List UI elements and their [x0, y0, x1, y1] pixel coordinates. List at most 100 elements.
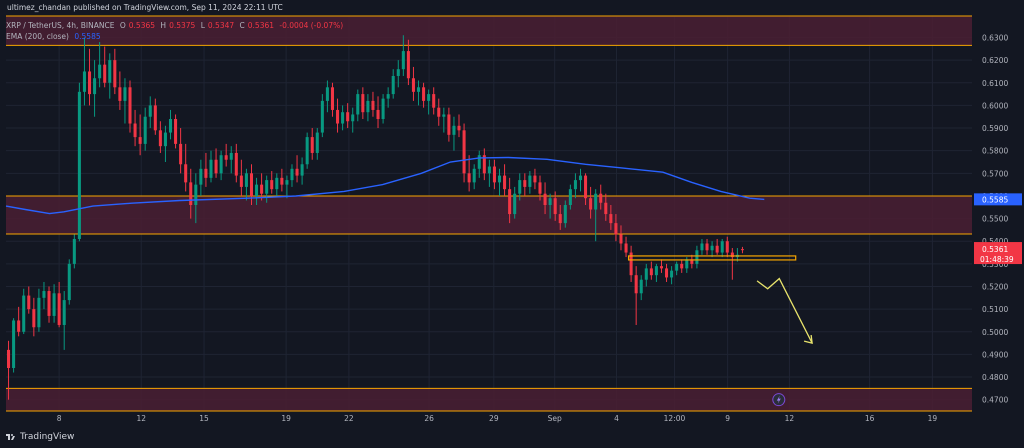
- x-tick-label: 19: [281, 414, 291, 423]
- y-tick-label: 0.5400: [982, 237, 1008, 246]
- candle-body: [452, 125, 456, 135]
- candle-body: [325, 87, 329, 101]
- candle-body: [72, 238, 76, 264]
- candle-body: [462, 130, 466, 174]
- candle-body: [98, 64, 102, 79]
- candle-body: [705, 243, 709, 251]
- candle-body: [477, 155, 481, 169]
- candle-body: [17, 320, 21, 332]
- close-label: C: [239, 21, 245, 30]
- candle-body: [700, 243, 704, 251]
- candle-body: [153, 105, 157, 131]
- candle-body: [386, 94, 390, 99]
- candle-body: [219, 155, 223, 174]
- candle-body: [416, 87, 421, 92]
- candle-body: [553, 198, 557, 215]
- candle-body: [315, 132, 319, 153]
- y-axis-background: [972, 0, 1024, 428]
- candle-body: [82, 71, 86, 92]
- candle-body: [396, 69, 400, 76]
- candle-body: [163, 132, 167, 147]
- candle-body: [482, 155, 486, 174]
- candle-body: [239, 175, 243, 187]
- x-tick-label: 4: [614, 414, 619, 423]
- y-tick-label: 0.5800: [982, 147, 1008, 156]
- candle-body: [639, 279, 643, 294]
- candle-body: [260, 184, 264, 194]
- candle-body: [710, 245, 714, 251]
- candle-body: [285, 180, 289, 185]
- candle-body: [609, 214, 613, 224]
- candle-body: [497, 175, 502, 183]
- candle-body: [680, 263, 684, 269]
- candle-body: [568, 189, 572, 206]
- candle-body: [295, 168, 299, 176]
- candle-body: [634, 275, 638, 294]
- footer-bar: TradingView: [0, 428, 1024, 448]
- candle-body: [427, 94, 431, 101]
- candle-body: [654, 266, 658, 276]
- x-tick-label: Sep: [548, 414, 562, 423]
- y-tick-label: 0.4800: [982, 373, 1008, 382]
- tradingview-logo-icon: [6, 434, 15, 440]
- candle-body: [644, 268, 648, 280]
- candle-body: [224, 155, 228, 160]
- y-tick-label: 0.5700: [982, 169, 1008, 178]
- candle-body: [77, 91, 81, 239]
- candle-body: [599, 193, 603, 203]
- candle-body: [665, 268, 669, 278]
- candle-body: [229, 152, 233, 160]
- high-label: H: [160, 21, 167, 30]
- ohlc-legend: XRP / TetherUS, 4h, BINANCE O 0.5365 H 0.5…: [6, 21, 346, 30]
- x-tick-label: 9: [725, 414, 730, 423]
- candle-body: [330, 87, 334, 110]
- y-tick-label: 0.6200: [982, 56, 1008, 65]
- candle-body: [300, 164, 304, 176]
- projection-arrow: [756, 277, 813, 344]
- candle-body: [32, 309, 36, 328]
- candle-body: [432, 94, 436, 108]
- candle-body: [103, 64, 107, 83]
- candle-body: [158, 130, 162, 147]
- change-value: -0.0004 (-0.07%): [279, 21, 344, 30]
- candle-body: [518, 180, 522, 194]
- publisher-credit: ultimez_chandan published on TradingView…: [7, 3, 283, 12]
- candle-body: [234, 152, 238, 176]
- candle-body: [720, 241, 724, 253]
- tradingview-logo[interactable]: TradingView: [6, 432, 74, 442]
- candle-body: [148, 105, 152, 117]
- close-value: 0.5361: [247, 21, 275, 30]
- y-tick-label: 0.5200: [982, 283, 1008, 292]
- ema-legend: EMA (200, close) 0.5585: [6, 32, 104, 41]
- candle-body: [133, 123, 137, 138]
- candle-body: [179, 143, 183, 165]
- x-tick-label: 12: [785, 414, 795, 423]
- lightning-icon: [776, 395, 781, 404]
- x-axis: 8 12 15 19 22 26 29 Sep 4 12:00 9 12 16 19: [57, 414, 938, 423]
- symbol-label: XRP / TetherUS, 4h, BINANCE: [6, 21, 115, 30]
- y-tick-label: 0.4700: [982, 396, 1008, 405]
- candle-body: [578, 175, 583, 181]
- candle-body: [543, 193, 547, 206]
- candle-body: [118, 87, 122, 101]
- candle-body: [725, 241, 729, 253]
- candle-body: [371, 100, 375, 110]
- candle-body: [604, 202, 608, 215]
- candle-body: [406, 51, 410, 79]
- candle-body: [492, 166, 496, 183]
- candle-body: [62, 300, 66, 325]
- candle-body: [533, 175, 537, 183]
- candle-body: [558, 214, 562, 224]
- candle-body: [310, 137, 314, 153]
- y-tick-label: 0.4900: [982, 350, 1008, 359]
- x-tick-label: 16: [865, 414, 875, 423]
- candle-body: [437, 107, 441, 117]
- candle-body: [128, 87, 132, 124]
- low-value: 0.5347: [207, 21, 235, 30]
- zone-support-bottom: [6, 388, 972, 411]
- candle-body: [670, 270, 674, 278]
- brand-label: TradingView: [20, 432, 75, 442]
- candle-body: [401, 51, 405, 70]
- candle-body: [659, 266, 663, 269]
